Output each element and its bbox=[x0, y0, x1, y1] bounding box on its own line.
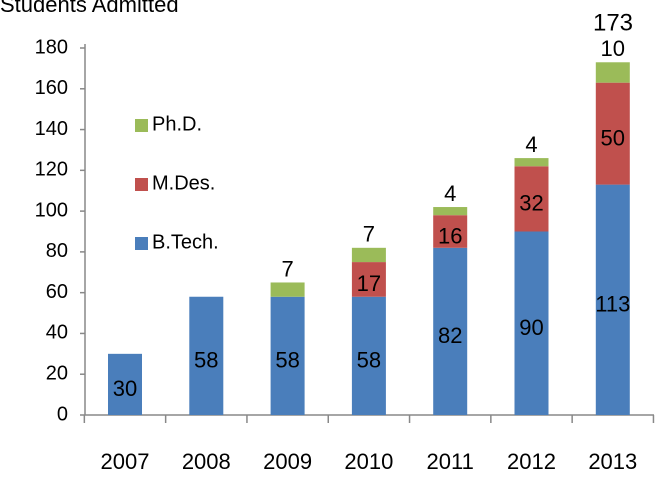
legend-swatch bbox=[135, 119, 148, 132]
value-label: 32 bbox=[519, 191, 543, 216]
total-label: 173 bbox=[593, 9, 633, 36]
bar-segment bbox=[270, 296, 305, 415]
x-tick-label: 2010 bbox=[344, 449, 393, 474]
bar-segment bbox=[433, 247, 468, 415]
value-label: 4 bbox=[525, 132, 537, 157]
bar-segment bbox=[595, 184, 630, 415]
value-label: 17 bbox=[357, 271, 381, 296]
value-label: 50 bbox=[601, 125, 625, 150]
y-tick-label: 20 bbox=[46, 363, 68, 385]
value-label: 58 bbox=[357, 348, 381, 373]
x-tick-label: 2008 bbox=[182, 449, 231, 474]
y-tick-label: 120 bbox=[35, 159, 68, 181]
value-label: 7 bbox=[363, 222, 375, 247]
bar-segment bbox=[595, 62, 630, 83]
y-tick-label: 40 bbox=[46, 322, 68, 344]
bar-segment bbox=[433, 207, 468, 216]
bar-segment bbox=[351, 296, 386, 415]
y-tick-label: 60 bbox=[46, 281, 68, 303]
y-tick-label: 80 bbox=[46, 240, 68, 262]
value-label: 113 bbox=[595, 292, 630, 317]
bar-segment bbox=[514, 166, 549, 232]
bar-segment bbox=[433, 215, 468, 248]
value-label: 58 bbox=[194, 348, 218, 373]
value-label: 10 bbox=[601, 36, 625, 61]
value-label: 82 bbox=[438, 323, 462, 348]
y-tick-label: 160 bbox=[35, 77, 68, 99]
x-tick-label: 2012 bbox=[507, 449, 556, 474]
value-label: 7 bbox=[281, 256, 293, 281]
bar-segment bbox=[270, 282, 305, 297]
y-tick-label: 180 bbox=[35, 36, 68, 58]
bar-segment bbox=[514, 158, 549, 167]
bar-segment bbox=[514, 231, 549, 415]
bar-segment bbox=[108, 353, 142, 415]
bar-segment bbox=[189, 296, 224, 415]
legend-label: B.Tech. bbox=[152, 231, 219, 253]
x-tick-label: 2011 bbox=[427, 449, 474, 474]
value-label: 90 bbox=[519, 315, 543, 340]
legend-swatch bbox=[135, 178, 148, 191]
value-label: 58 bbox=[275, 348, 299, 373]
x-tick-label: 2013 bbox=[588, 449, 637, 474]
y-tick-label: 0 bbox=[57, 403, 68, 425]
value-label: 30 bbox=[113, 376, 137, 401]
value-label: 16 bbox=[438, 223, 462, 248]
legend-swatch bbox=[135, 237, 148, 250]
bar-segment bbox=[595, 82, 630, 185]
y-tick-label: 100 bbox=[35, 199, 68, 221]
y-tick-label: 140 bbox=[35, 118, 68, 140]
x-tick-label: 2009 bbox=[263, 449, 312, 474]
legend-label: M.Des. bbox=[152, 172, 215, 194]
x-tick-label: 2007 bbox=[101, 449, 150, 474]
bar-segment bbox=[351, 247, 386, 263]
chart-title: Students Admitted bbox=[0, 0, 179, 17]
legend-label: Ph.D. bbox=[152, 113, 202, 135]
bar-segment bbox=[351, 262, 386, 297]
value-label: 4 bbox=[444, 181, 456, 206]
